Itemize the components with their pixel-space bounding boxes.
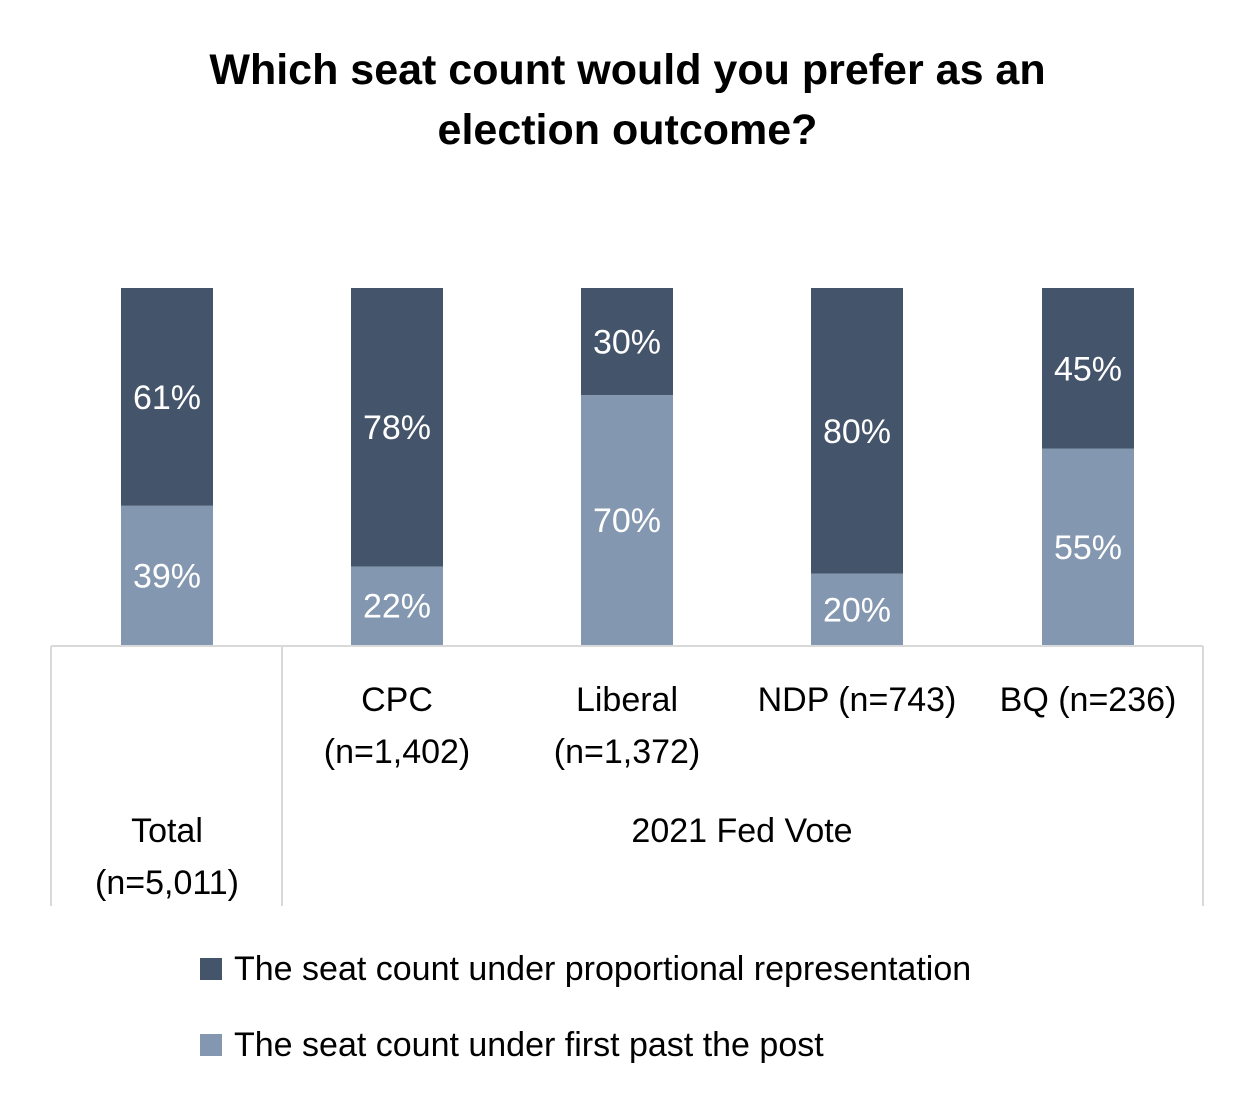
data-label-fptp-1: 39% bbox=[133, 557, 201, 595]
category-label-4-line-1: NDP (n=743) bbox=[758, 681, 957, 719]
bar-fptp-3 bbox=[581, 395, 673, 645]
chart-title: Which seat count would you prefer as an … bbox=[0, 40, 1255, 160]
bar-fptp-1 bbox=[121, 505, 213, 645]
stacked-bar-chart: Total (n=5,011) CPC (n=1,402) Liberal (n=1,37… bbox=[50, 288, 1204, 906]
legend-swatch-proportional bbox=[200, 958, 222, 980]
legend-item-fptp: The seat count under first past the post bbox=[200, 1016, 971, 1074]
bar-proportional-3 bbox=[581, 288, 673, 396]
category-label-1-line-1: Total bbox=[131, 812, 203, 850]
category-label-5-line-1: BQ (n=236) bbox=[1000, 681, 1177, 719]
bar-proportional-5 bbox=[1042, 288, 1134, 449]
bar-fptp-5 bbox=[1042, 448, 1134, 645]
data-label-fptp-2: 22% bbox=[363, 588, 431, 626]
category-label-2-line-1: CPC bbox=[361, 681, 433, 719]
data-label-fptp-4: 20% bbox=[823, 591, 891, 629]
bar-proportional-1 bbox=[121, 288, 213, 506]
group-label: 2021 Fed Vote bbox=[631, 812, 852, 850]
category-label-3-line-1: Liberal bbox=[576, 681, 678, 719]
category-label-2-line-2: (n=1,402) bbox=[324, 733, 471, 771]
data-label-proportional-5: 45% bbox=[1054, 350, 1122, 388]
bar-fptp-4 bbox=[811, 573, 903, 645]
legend: The seat count under proportional repres… bbox=[200, 940, 971, 1092]
chart-title-line-2: election outcome? bbox=[437, 106, 818, 154]
legend-label-proportional: The seat count under proportional repres… bbox=[234, 949, 972, 988]
category-label-3-line-2: (n=1,372) bbox=[554, 733, 701, 771]
bar-fptp-2 bbox=[351, 566, 443, 645]
legend-label-fptp: The seat count under first past the post bbox=[234, 1025, 824, 1064]
data-label-proportional-3: 30% bbox=[593, 324, 661, 362]
data-label-proportional-2: 78% bbox=[363, 409, 431, 447]
data-label-fptp-3: 70% bbox=[593, 502, 661, 540]
data-label-proportional-1: 61% bbox=[133, 379, 201, 417]
chart-title-line-1: Which seat count would you prefer as an bbox=[209, 46, 1046, 94]
data-label-proportional-4: 80% bbox=[823, 413, 891, 451]
bar-proportional-2 bbox=[351, 288, 443, 567]
legend-item-proportional: The seat count under proportional repres… bbox=[200, 940, 971, 998]
bar-proportional-4 bbox=[811, 288, 903, 574]
data-label-fptp-5: 55% bbox=[1054, 529, 1122, 567]
category-label-1-line-2: (n=5,011) bbox=[95, 864, 239, 902]
legend-swatch-fptp bbox=[200, 1034, 222, 1056]
